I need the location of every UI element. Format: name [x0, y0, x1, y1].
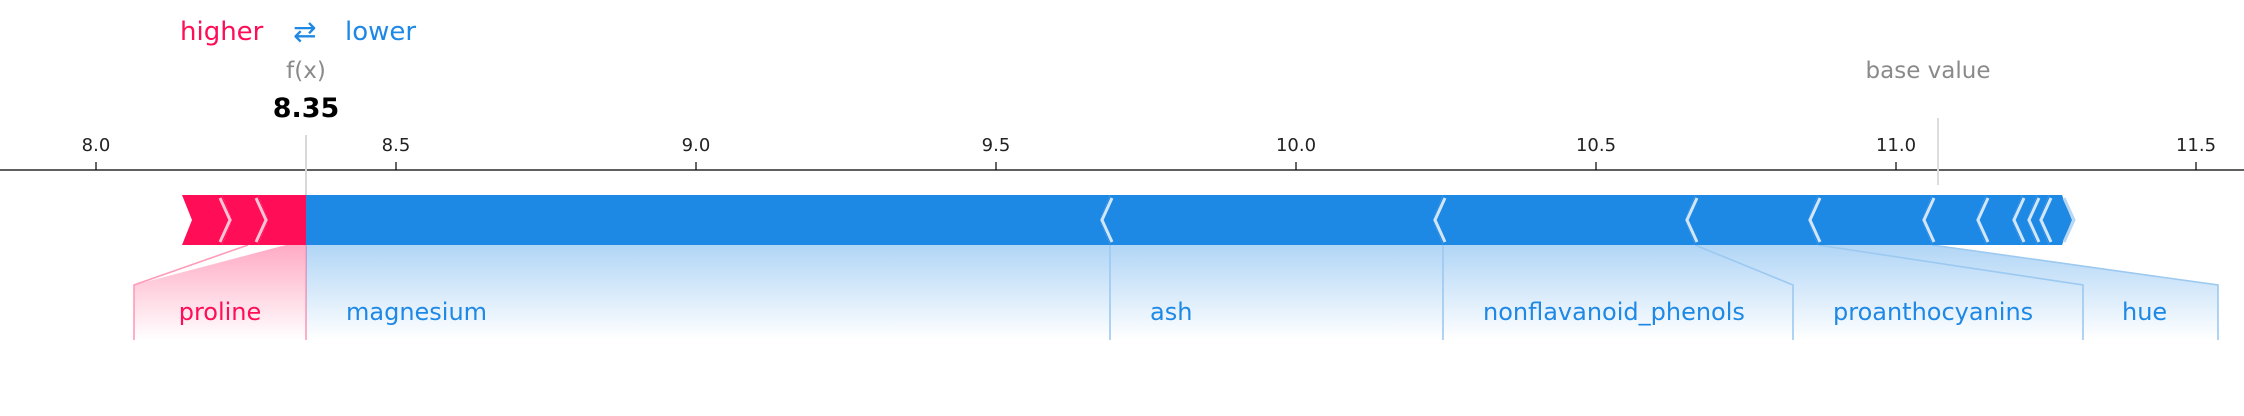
lower-segment [1976, 195, 2022, 245]
feature-label-ash: ash [1150, 298, 1192, 326]
base-value-label: base value [1866, 58, 1991, 84]
lower-segment-divider [1808, 197, 1822, 243]
higher-segment [182, 195, 232, 245]
axis-tick-label: 11.0 [1876, 135, 1916, 156]
feature-label-proline: proline [179, 298, 262, 326]
feature-labels: proline magnesium ash nonflavanoid_phenols p… [179, 298, 2167, 326]
higher-label-connector [133, 244, 249, 340]
lower-segment [1685, 195, 1818, 245]
lower-label-connector [1694, 244, 1794, 340]
higher-segment-divider [218, 197, 232, 243]
axis-tick-label: 10.0 [1276, 135, 1316, 156]
axis-tick-label: 11.5 [2176, 135, 2216, 156]
force-bar [182, 195, 2076, 245]
feature-label-proanthocyanins: proanthocyanins [1833, 298, 2033, 326]
lower-segment-divider [2039, 197, 2053, 243]
legend-lower-label: lower [345, 17, 416, 47]
lower-segment-divider [1433, 197, 1447, 243]
bar-end-marker [2062, 197, 2076, 243]
lower-label-connector [1817, 244, 2084, 340]
lower-segment-divider [2027, 197, 2041, 243]
higher-segment-divider [254, 197, 268, 243]
feature-label-nonflavanoid-phenols: nonflavanoid_phenols [1483, 298, 1745, 326]
axis-tick-label: 9.0 [682, 135, 711, 156]
feature-label-magnesium: magnesium [346, 298, 487, 326]
axis-tick-label: 9.5 [982, 135, 1011, 156]
label-region [133, 244, 2219, 340]
lower-segment [1100, 195, 1443, 245]
higher-segment [222, 195, 268, 245]
higher-label-shade [134, 245, 306, 340]
axis-tick-label: 8.5 [382, 135, 411, 156]
legend-swap-icon: ⇄ [293, 15, 316, 48]
axis-tick-label: 8.0 [82, 135, 111, 156]
feature-label-hue: hue [2122, 298, 2167, 326]
lower-segment-divider [1685, 197, 1699, 243]
lower-segment [1922, 195, 1986, 245]
lower-label-shade [306, 245, 2218, 340]
lower-segment [1433, 195, 1695, 245]
lower-segment-divider [1922, 197, 1936, 243]
lower-segment-divider [1100, 197, 1114, 243]
lower-segment-divider [2012, 197, 2026, 243]
lower-segment [2027, 195, 2049, 245]
lower-segment [1808, 195, 1932, 245]
lower-label-connector [1931, 244, 2219, 340]
lower-segment-divider [1976, 197, 1990, 243]
fx-label: f(x) [286, 58, 326, 84]
fx-value: 8.35 [273, 93, 340, 124]
lower-segment [306, 195, 1110, 245]
legend-higher-label: higher [180, 17, 264, 47]
axis-tick-label: 10.5 [1576, 135, 1616, 156]
x-axis: 8.0 8.5 9.0 9.5 10.0 10.5 11.0 11.5 [0, 118, 2244, 195]
higher-segment [258, 195, 306, 245]
